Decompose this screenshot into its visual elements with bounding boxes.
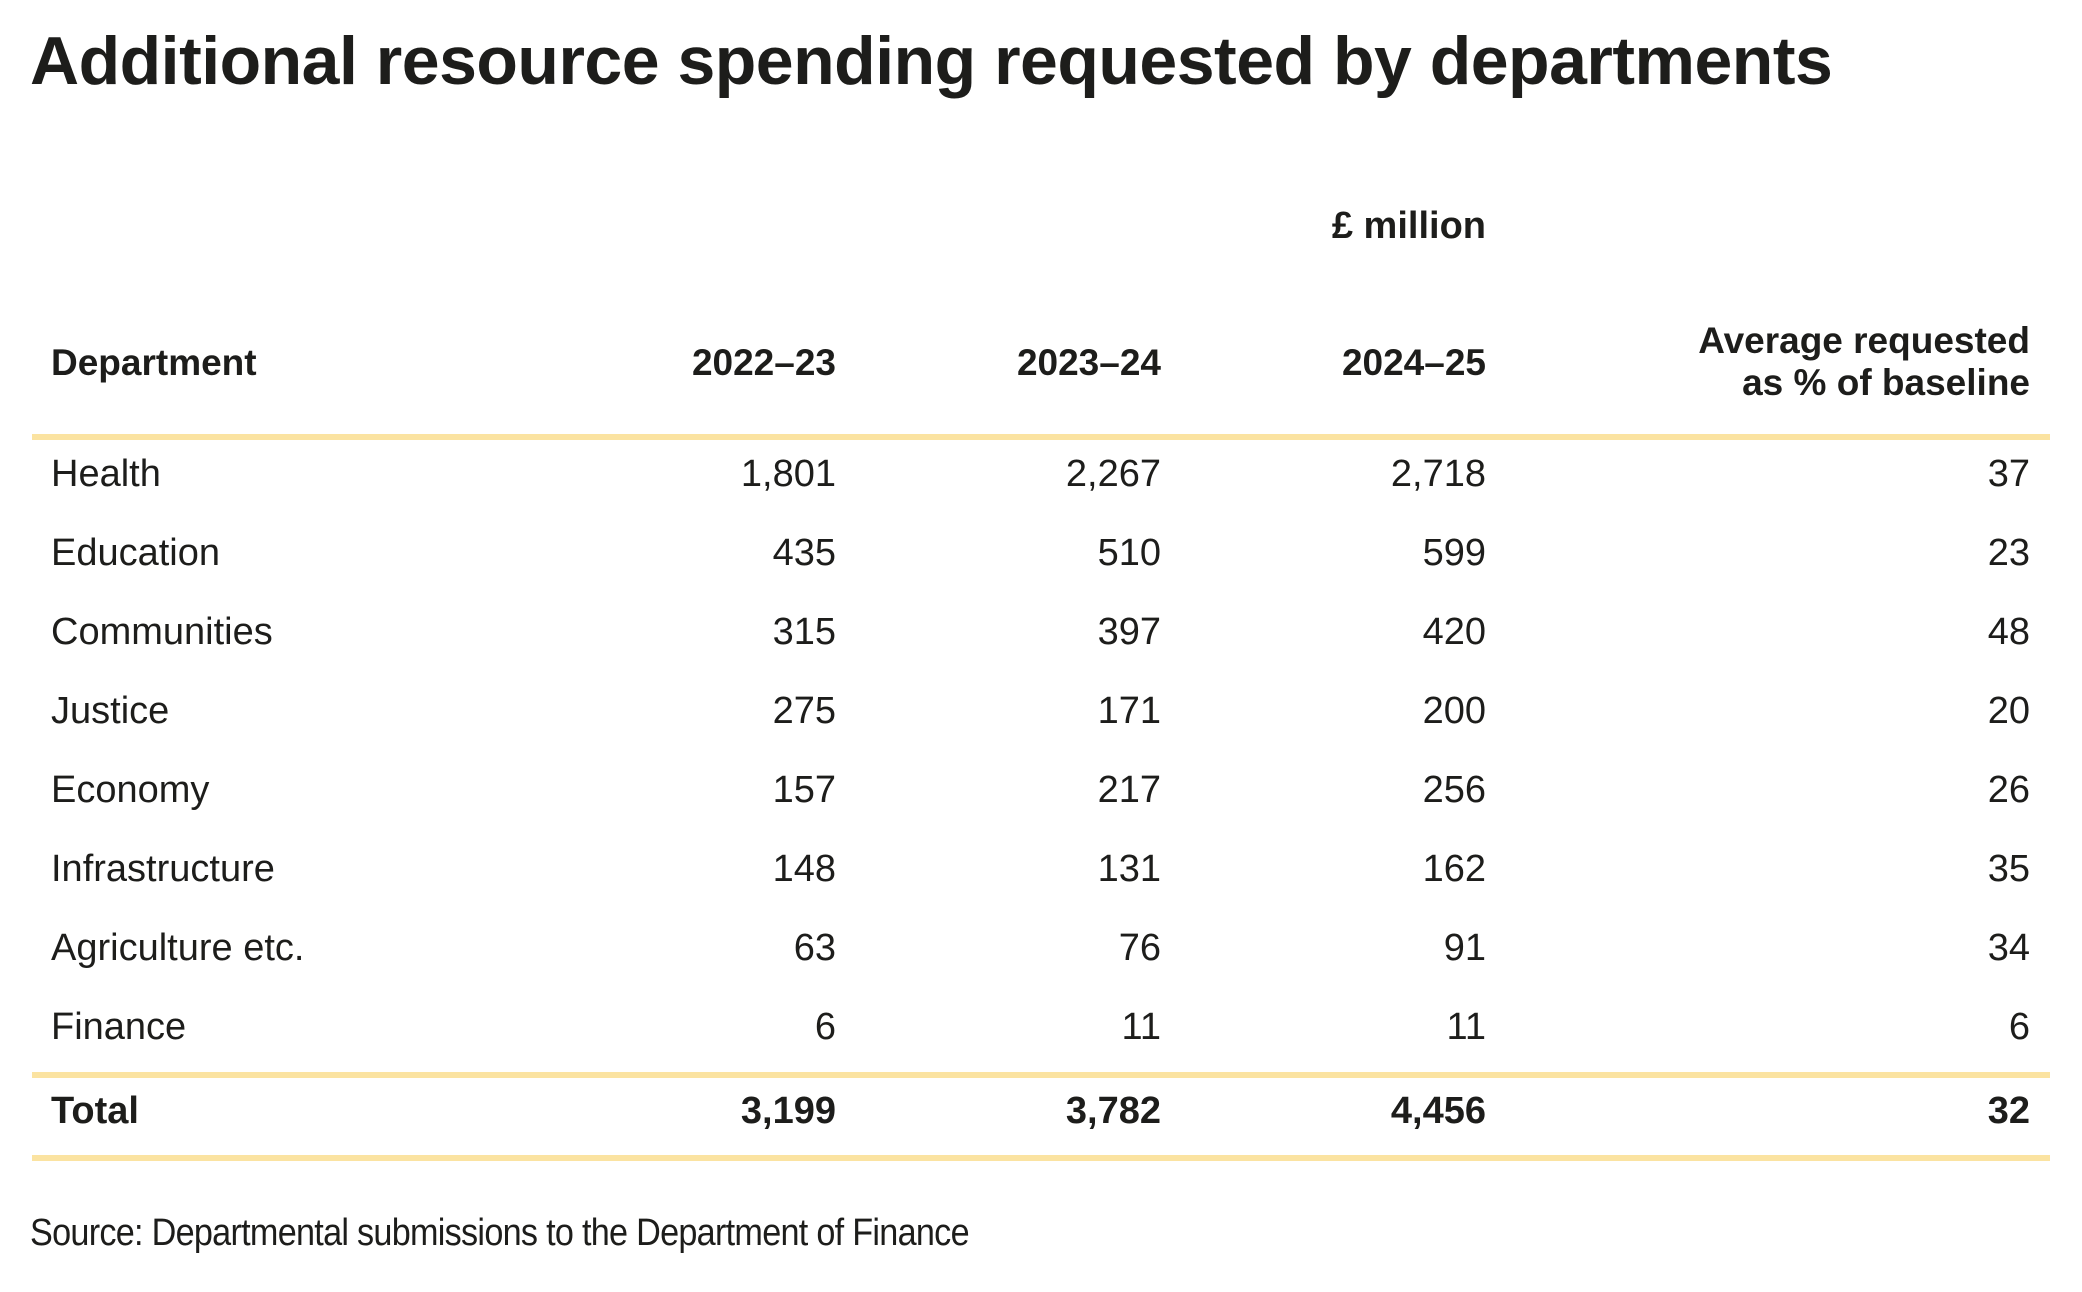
cell-department: Justice bbox=[51, 690, 170, 732]
cell-2024-25: 599 bbox=[1422, 532, 1486, 574]
cell-department: Infrastructure bbox=[51, 848, 275, 890]
cell-department: Agriculture etc. bbox=[51, 927, 305, 969]
total-2023-24: 3,782 bbox=[1065, 1090, 1161, 1132]
header-department: Department bbox=[51, 342, 257, 383]
cell-department: Communities bbox=[51, 611, 273, 653]
unit-label: £ million bbox=[1331, 205, 1486, 247]
cell-2023-24: 2,267 bbox=[1065, 453, 1161, 495]
header-average-line2: as % of baseline bbox=[1742, 362, 2030, 403]
cell-2024-25: 91 bbox=[1443, 927, 1486, 969]
total-2022-23: 3,199 bbox=[740, 1090, 836, 1132]
header-rule bbox=[32, 434, 2050, 440]
cell-2023-24: 397 bbox=[1097, 611, 1161, 653]
cell-department: Finance bbox=[51, 1006, 187, 1048]
cell-2022-23: 435 bbox=[772, 532, 836, 574]
cell-average: 26 bbox=[1987, 769, 2030, 811]
cell-2022-23: 6 bbox=[814, 1006, 836, 1048]
cell-2023-24: 171 bbox=[1097, 690, 1161, 732]
cell-2024-25: 200 bbox=[1422, 690, 1486, 732]
cell-average: 35 bbox=[1987, 848, 2030, 890]
cell-2022-23: 1,801 bbox=[740, 453, 836, 495]
cell-average: 6 bbox=[2008, 1006, 2030, 1048]
total-average: 32 bbox=[1987, 1090, 2030, 1132]
cell-average: 20 bbox=[1987, 690, 2030, 732]
total-label: Total bbox=[51, 1090, 139, 1132]
cell-department: Education bbox=[51, 532, 221, 574]
total-2024-25: 4,456 bbox=[1390, 1090, 1486, 1132]
cell-2023-24: 217 bbox=[1097, 769, 1161, 811]
source-note: Source: Departmental submissions to the … bbox=[30, 1212, 970, 1254]
cell-department: Economy bbox=[51, 769, 210, 811]
cell-2023-24: 76 bbox=[1118, 927, 1161, 969]
cell-2024-25: 162 bbox=[1422, 848, 1486, 890]
cell-2022-23: 148 bbox=[772, 848, 836, 890]
cell-average: 23 bbox=[1987, 532, 2030, 574]
cell-2024-25: 2,718 bbox=[1390, 453, 1486, 495]
cell-department: Health bbox=[51, 453, 161, 495]
cell-2022-23: 63 bbox=[793, 927, 836, 969]
cell-2024-25: 420 bbox=[1422, 611, 1486, 653]
cell-2022-23: 157 bbox=[772, 769, 836, 811]
cell-2022-23: 315 bbox=[772, 611, 836, 653]
page-title: Additional resource spending requested b… bbox=[30, 23, 1833, 99]
header-2023-24: 2023–24 bbox=[1016, 342, 1161, 383]
cell-2024-25: 256 bbox=[1422, 769, 1486, 811]
header-average: Average requested as % of baseline bbox=[1698, 320, 2030, 404]
header-2024-25: 2024–25 bbox=[1341, 342, 1486, 383]
bottom-rule bbox=[32, 1155, 2050, 1161]
cell-2024-25: 11 bbox=[1446, 1006, 1486, 1048]
cell-average: 37 bbox=[1987, 453, 2030, 495]
header-2022-23: 2022–23 bbox=[691, 342, 836, 383]
cell-average: 34 bbox=[1987, 927, 2030, 969]
total-rule bbox=[32, 1072, 2050, 1078]
cell-2023-24: 510 bbox=[1097, 532, 1161, 574]
cell-2023-24: 131 bbox=[1097, 848, 1161, 890]
cell-2022-23: 275 bbox=[772, 690, 836, 732]
cell-average: 48 bbox=[1987, 611, 2030, 653]
header-average-line1: Average requested bbox=[1698, 320, 2030, 361]
cell-2023-24: 11 bbox=[1121, 1006, 1161, 1048]
